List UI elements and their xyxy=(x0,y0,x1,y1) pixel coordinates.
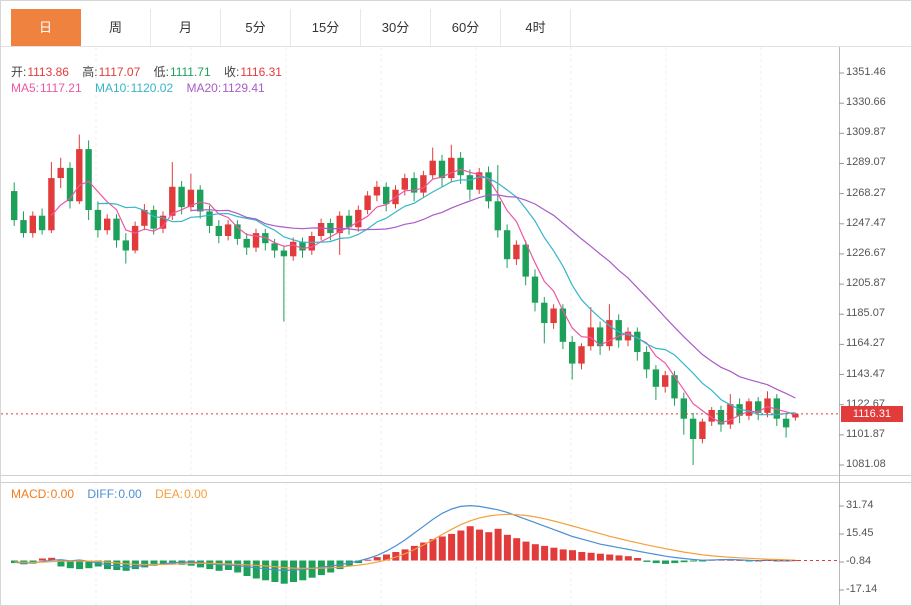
high-value: 1117.07 xyxy=(98,65,141,79)
panel-borders xyxy=(1,46,911,605)
ohlc-info-row: 开:1113.86 高:1117.07 低:1111.71 收:1116.31 xyxy=(11,63,292,80)
macd-value: 0.00 xyxy=(50,487,75,501)
tab-day[interactable]: 日 xyxy=(11,9,81,46)
price-axis-label: 1185.07 xyxy=(846,307,885,320)
price-axis-label: 1247.47 xyxy=(846,216,886,229)
price-axis-label: 1143.47 xyxy=(846,367,885,380)
axis-labels-column: 1351.46 1330.66 1309.87 1289.07 1268.27 1247.… xyxy=(846,1,911,605)
close-label: 收: xyxy=(224,65,240,79)
price-axis-label: 1081.08 xyxy=(846,458,886,470)
diff-line xyxy=(14,504,796,572)
tab-30min[interactable]: 30分 xyxy=(361,9,431,46)
diff-value: 0.00 xyxy=(118,487,142,501)
price-axis-label: 1101.87 xyxy=(846,427,885,440)
diff-label: DIFF: xyxy=(87,487,118,501)
price-axis-label: 1205.87 xyxy=(846,277,886,290)
last-price-tag: 1116.31 xyxy=(841,406,903,422)
ma10-value: 1120.02 xyxy=(130,81,174,95)
open-label: 开: xyxy=(11,65,27,79)
ma5-line xyxy=(50,168,796,424)
price-axis-label: 1289.07 xyxy=(846,156,886,169)
macd-histogram xyxy=(11,526,800,584)
tab-month[interactable]: 月 xyxy=(151,9,221,46)
macd-label: MACD: xyxy=(11,487,50,501)
macd-axis-label: 15.45 xyxy=(846,526,874,539)
tab-5min[interactable]: 5分 xyxy=(221,9,291,46)
macd-axis-label: -17.14 xyxy=(846,583,878,595)
ma20-label: MA20: xyxy=(186,81,222,95)
ma5-label: MA5: xyxy=(11,81,40,95)
tab-week[interactable]: 周 xyxy=(81,9,151,46)
ma10-label: MA10: xyxy=(94,81,130,95)
price-axis-label: 1164.27 xyxy=(846,337,885,350)
ma20-value: 1129.41 xyxy=(222,81,265,95)
ma5-value: 1117.21 xyxy=(40,81,82,95)
price-axis-label: 1226.67 xyxy=(846,246,886,259)
low-label: 低: xyxy=(153,65,169,79)
tab-60min[interactable]: 60分 xyxy=(431,9,501,46)
gridlines xyxy=(95,47,762,605)
candles-layer xyxy=(11,134,799,465)
tab-15min[interactable]: 15分 xyxy=(291,9,361,46)
open-value: 1113.86 xyxy=(27,65,69,79)
price-axis-label: 1351.46 xyxy=(846,66,886,78)
price-axis-label: 1268.27 xyxy=(846,186,886,199)
price-axis-label: 1330.66 xyxy=(846,96,886,109)
price-axis-label: 1309.87 xyxy=(846,126,886,139)
macd-info-row: MACD:0.00 DIFF:0.00 DEA:0.00 xyxy=(11,487,217,501)
macd-axis-label: -0.84 xyxy=(846,554,872,567)
period-tabbar: 日周月 5分 15分 30分 60分 4时 xyxy=(11,9,571,46)
close-value: 1116.31 xyxy=(240,65,282,79)
low-value: 1111.71 xyxy=(169,65,211,79)
dea-label: DEA: xyxy=(155,487,184,501)
macd-axis-label: 31.74 xyxy=(846,499,874,511)
ma20-line xyxy=(190,194,796,399)
dea-value: 0.00 xyxy=(184,487,208,501)
ma10-line xyxy=(97,176,796,416)
ma-info-row: MA5:1117.21 MA10:1120.02 MA20:1129.41 xyxy=(11,81,275,95)
dea-line xyxy=(14,513,796,569)
tab-4hour[interactable]: 4时 xyxy=(501,9,571,46)
high-label: 高: xyxy=(82,65,98,79)
